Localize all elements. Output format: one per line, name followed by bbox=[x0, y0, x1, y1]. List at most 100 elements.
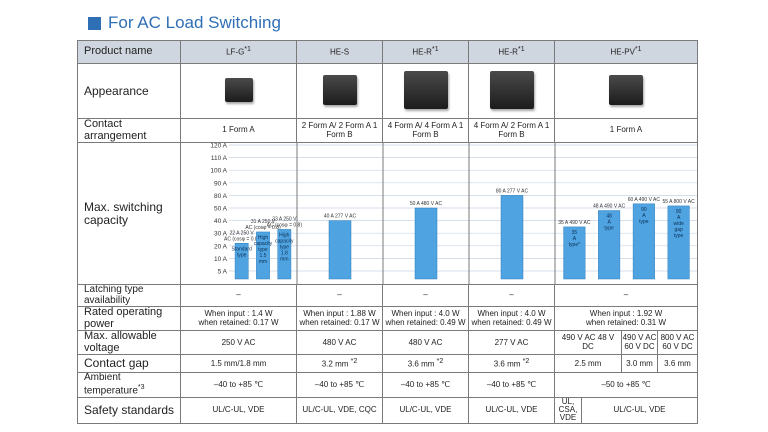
y-tick-label: 110 A bbox=[211, 155, 228, 162]
bar-inner-label: type bbox=[237, 252, 247, 258]
bar-inner-label: mm bbox=[259, 259, 267, 265]
capacity-chart-cell: 120 A 110 A 100 A 90 A 80 A 50 A 40 A 30 A 20 A 1… bbox=[179, 142, 699, 286]
bar-inner-label: 90 bbox=[641, 207, 647, 213]
bar-value-label: AC (cosφ = 0.8) bbox=[224, 236, 260, 242]
capacity-bar bbox=[500, 195, 524, 280]
bar-inner-label: type* bbox=[569, 242, 580, 248]
bar-inner-label: type bbox=[280, 245, 290, 251]
row-max-switching-capacity: Max. switching capacity 120 A 110 A 100 A 9… bbox=[77, 142, 699, 286]
y-tick-label: 80 A bbox=[214, 193, 228, 200]
section-title-text: For AC Load Switching bbox=[108, 13, 281, 32]
bar-inner-label: mm bbox=[280, 257, 288, 263]
label-safety: Safety standards bbox=[77, 396, 181, 424]
bar-inner-label: High bbox=[279, 233, 290, 239]
bar-inner-label: 1.8 bbox=[281, 251, 288, 257]
image-hepv bbox=[553, 63, 699, 119]
capacity-bar bbox=[234, 243, 249, 280]
ambient-lfg: –40 to +85 ℃ bbox=[180, 372, 297, 398]
capacity-bar bbox=[632, 203, 655, 280]
contact-lfg: 1 Form A bbox=[180, 117, 297, 144]
image-her-1 bbox=[382, 63, 469, 119]
row-ambient-temp: Ambient temperature*3 –40 to +85 ℃ –40 t… bbox=[77, 372, 699, 398]
voltage-hepv-a: 490 V AC 48 V DC bbox=[554, 330, 622, 356]
label-contact-arrangement: Contact arrangement bbox=[77, 117, 181, 144]
row-safety: Safety standards UL/C-UL, VDE UL/C-UL, V… bbox=[77, 396, 699, 424]
safety-her-2: UL/C-UL, VDE bbox=[468, 396, 555, 424]
bar-value-label: 31 A 250 V bbox=[251, 219, 276, 225]
bar-value-label: 60 A 490 V AC bbox=[628, 197, 661, 203]
bar-inner-label: type bbox=[258, 247, 268, 253]
label-rated-power: Rated operating power bbox=[77, 306, 181, 332]
capacity-chart: 120 A 110 A 100 A 90 A 80 A 50 A 40 A 30 A 20 A 1… bbox=[210, 143, 697, 284]
voltage-lfg: 250 V AC bbox=[180, 330, 297, 356]
gap-her-1: 3.6 mm *2 bbox=[382, 354, 469, 374]
bar-value-label: 22 A 250 V bbox=[230, 230, 255, 236]
latching-hepv: – bbox=[553, 284, 699, 308]
y-tick-label: 50 A bbox=[214, 206, 228, 213]
contact-hes: 2 Form A/ 2 Form A 1 Form B bbox=[296, 117, 383, 144]
section-title: For AC Load Switching bbox=[88, 11, 281, 35]
row-product-name: Product name LF-G*1 HE-S HE-R*1 HE-R*1 H… bbox=[77, 40, 699, 64]
capacity-bar bbox=[328, 220, 352, 280]
image-hes bbox=[296, 63, 383, 119]
capacity-bar bbox=[414, 207, 438, 280]
y-tick-label: 20 A bbox=[214, 243, 228, 250]
capacity-bar bbox=[256, 231, 270, 280]
bar-value-label: 35 A 490 V AC bbox=[558, 220, 591, 226]
bar-inner-label: wide bbox=[673, 221, 684, 227]
bar-value-label: 50 A 480 V AC bbox=[410, 201, 443, 207]
capacity-bar bbox=[563, 226, 586, 280]
y-tick-label: 5 A bbox=[218, 269, 228, 276]
capacity-bar bbox=[667, 205, 690, 280]
bar-inner-label: type bbox=[674, 233, 684, 239]
product-hepv: HE-PV*1 bbox=[553, 40, 699, 64]
bar-inner-label: capacity bbox=[254, 241, 273, 247]
bar-inner-label: A bbox=[642, 213, 646, 219]
latching-her-1: – bbox=[382, 284, 469, 308]
capacity-bar bbox=[598, 210, 621, 280]
safety-hepv-a: UL, CSA, VDE bbox=[554, 396, 582, 424]
bar-inner-label: 90 bbox=[676, 209, 682, 215]
product-her-2: HE-R*1 bbox=[468, 40, 555, 64]
image-lfg bbox=[180, 63, 297, 119]
row-contact-arrangement: Contact arrangement 1 Form A 2 Form A/ 2… bbox=[77, 117, 699, 144]
latching-hes: – bbox=[296, 284, 383, 308]
y-tick-label: 120 A bbox=[210, 143, 227, 150]
y-tick-label: 10 A bbox=[214, 256, 228, 263]
spec-table: Product name LF-G*1 HE-S HE-R*1 HE-R*1 H… bbox=[77, 40, 699, 424]
voltage-hes: 480 V AC bbox=[296, 330, 383, 356]
product-hes: HE-S bbox=[296, 40, 383, 64]
bar-inner-label: A bbox=[677, 215, 681, 221]
voltage-hepv-c: 800 V AC 60 V DC bbox=[656, 330, 699, 356]
contact-hepv: 1 Form A bbox=[553, 117, 699, 144]
row-latching: Latching type availability – – – – – bbox=[77, 284, 699, 308]
bar-inner-label: type bbox=[604, 226, 614, 232]
y-tick-label: 100 A bbox=[210, 168, 227, 175]
bar-inner-label: 48 bbox=[606, 214, 612, 220]
bar-inner-label: 1.5 bbox=[260, 253, 267, 259]
y-tick-label: 90 A bbox=[214, 180, 228, 187]
image-her-2 bbox=[468, 63, 555, 119]
bar-inner-label: capacity bbox=[275, 239, 294, 245]
ambient-her-2: –40 to +85 ℃ bbox=[468, 372, 555, 398]
bar-inner-label: gap bbox=[674, 227, 683, 233]
label-appearance: Appearance bbox=[77, 63, 181, 119]
label-ambient-temp: Ambient temperature*3 bbox=[77, 372, 181, 398]
capacity-bar bbox=[277, 229, 292, 280]
bar-value-label: 55 A 800 V AC bbox=[663, 199, 696, 205]
bar-value-label: 33 A 250 V bbox=[272, 217, 297, 223]
ambient-hepv: –50 to +85 ℃ bbox=[553, 372, 699, 398]
row-max-voltage: Max. allowable voltage 250 V AC 480 V AC… bbox=[77, 330, 699, 356]
bar-value-label: 40 A 277 V AC bbox=[324, 214, 357, 220]
row-rated-power: Rated operating power When input : 1.4 W… bbox=[77, 306, 699, 332]
safety-hes: UL/C-UL, VDE, CQC bbox=[296, 396, 383, 424]
bar-value-label: AC (cosφ = 0.8) bbox=[267, 223, 303, 229]
gap-hes: 3.2 mm *2 bbox=[296, 354, 383, 374]
gap-hepv-a: 2.5 mm bbox=[554, 354, 622, 374]
label-max-voltage: Max. allowable voltage bbox=[77, 330, 181, 356]
bar-inner-label: 35 bbox=[572, 230, 578, 236]
gap-hepv-c: 3.6 mm bbox=[656, 354, 699, 374]
